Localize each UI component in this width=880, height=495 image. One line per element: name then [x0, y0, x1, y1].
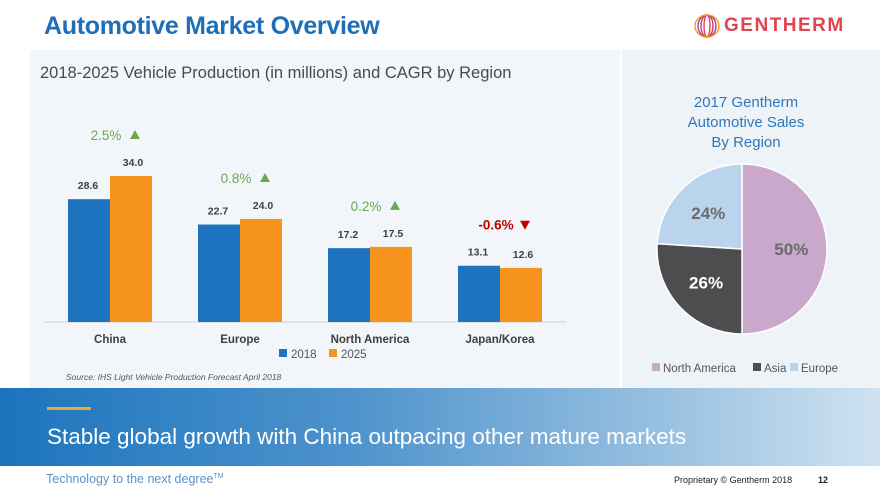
pie-legend-swatch [790, 363, 798, 371]
pie-chart: 50% 26% 24% North America Asia Europe [652, 163, 838, 375]
pie-slice-label: 26% [689, 274, 723, 293]
page-number: 12 [818, 475, 829, 485]
pie-slice-label: 50% [774, 240, 808, 259]
footer-copyright: Proprietary © Gentherm 2018 [674, 475, 793, 485]
data-label-2025: 24.0 [253, 200, 274, 212]
data-label-2025: 12.6 [513, 249, 534, 261]
pie-legend-label: Asia [764, 363, 787, 375]
cagr-down-arrow-icon [520, 220, 530, 230]
pie-title-line-3: By Region [711, 134, 781, 151]
bar-2025 [110, 176, 152, 322]
cagr-up-arrow-icon [390, 200, 400, 210]
data-label-2025: 34.0 [123, 157, 144, 169]
bar-2018 [198, 224, 240, 322]
legend-label-2018: 2018 [291, 349, 317, 361]
data-label-2018: 28.6 [78, 180, 99, 192]
pie-legend-label: Europe [801, 363, 838, 375]
bar-2025 [500, 267, 542, 322]
footer-tagline: Technology to the next degreeTM [46, 472, 224, 486]
data-label-2018: 22.7 [208, 206, 229, 218]
bar-2025 [240, 218, 282, 322]
cagr-up-arrow-icon [130, 130, 140, 139]
cagr-label: 0.2% [351, 199, 382, 214]
bar-2018 [68, 199, 110, 322]
cagr-label: 0.8% [221, 171, 252, 186]
pie-legend-swatch [753, 363, 761, 371]
page-title: Automotive Market Overview [44, 12, 380, 40]
legend-swatch-2018 [279, 349, 287, 357]
cagr-label: -0.6% [478, 218, 513, 233]
footer-trademark: TM [213, 472, 224, 480]
legend-label-2025: 2025 [341, 349, 367, 361]
bar-2025 [370, 246, 412, 322]
banner-accent-line [47, 407, 91, 410]
bar-2018 [458, 265, 500, 322]
bar-chart: 28.6 34.0 China 2.5% 22.7 24.0 Europe 0.8% 17.2 1… [44, 128, 566, 361]
logo-text: GENTHERM [724, 15, 845, 36]
pie-slice-asia [656, 242, 743, 335]
category-label: North America [331, 334, 410, 346]
bar-chart-title: 2018-2025 Vehicle Production (in million… [40, 64, 512, 82]
gentherm-logo-icon [694, 14, 720, 38]
pie-title-line-2: Automotive Sales [687, 114, 805, 131]
pie-slice-north-america [741, 163, 828, 335]
pie-chart-title: 2017 Gentherm Automotive Sales By Region [622, 93, 870, 153]
cagr-label: 2.5% [91, 128, 122, 143]
pie-slice-europe [656, 163, 743, 250]
summary-banner [0, 388, 880, 466]
category-label: Japan/Korea [465, 334, 535, 346]
data-label-2018: 13.1 [468, 247, 489, 259]
category-label: Europe [220, 334, 260, 346]
pie-slice-label: 24% [691, 204, 725, 223]
gentherm-logo: GENTHERM [694, 14, 845, 38]
footer-tagline-text: Technology to the next degree [46, 472, 214, 486]
data-label-2025: 17.5 [383, 228, 404, 240]
pie-title-line-1: 2017 Gentherm [693, 94, 799, 111]
pie-legend-swatch [652, 363, 660, 371]
category-label: China [94, 334, 127, 346]
pie-legend-label: North America [663, 363, 736, 375]
data-label-2018: 17.2 [338, 229, 359, 241]
banner-text: Stable global growth with China outpacin… [47, 424, 687, 449]
legend-swatch-2025 [329, 349, 337, 357]
source-note: Source: IHS Light Vehicle Production For… [66, 372, 282, 382]
cagr-up-arrow-icon [260, 172, 270, 182]
bar-2018 [328, 248, 370, 322]
